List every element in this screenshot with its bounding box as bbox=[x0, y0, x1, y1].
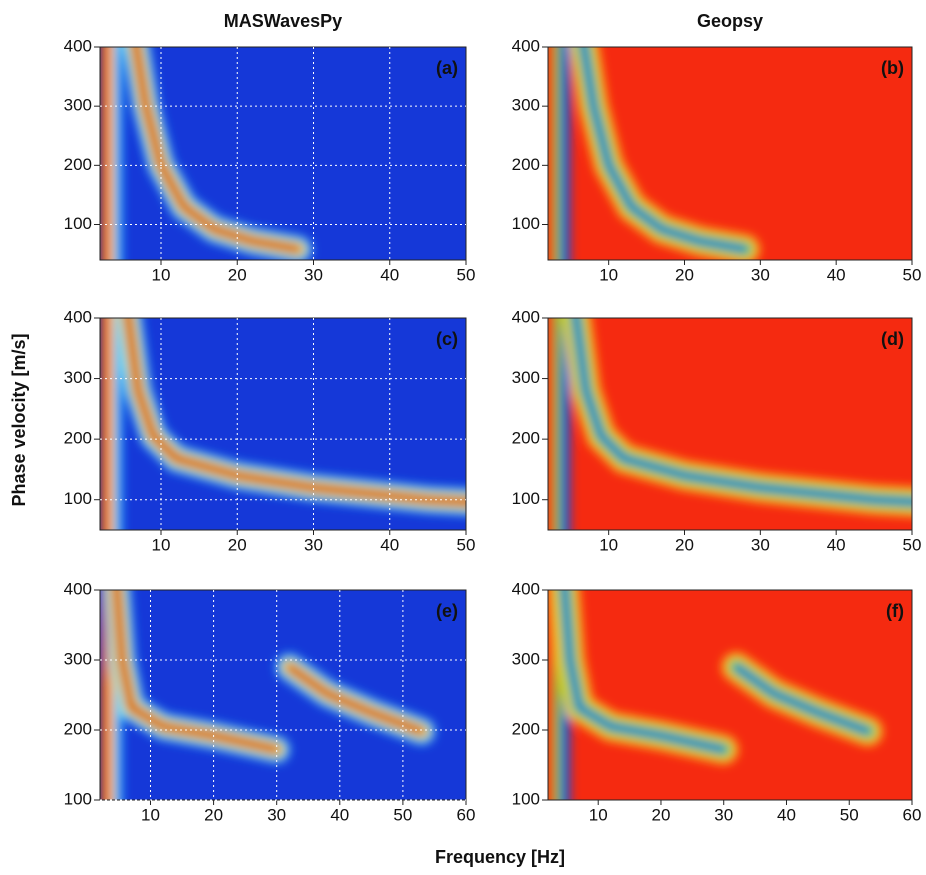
y-tick-label: 300 bbox=[64, 368, 92, 387]
y-tick-label: 400 bbox=[512, 36, 540, 55]
x-tick-label: 30 bbox=[304, 535, 323, 554]
column-title: Geopsy bbox=[697, 11, 763, 31]
y-tick-label: 100 bbox=[512, 489, 540, 508]
panel: 10 20 30 40 50 100 200 300 400 (d) bbox=[512, 306, 926, 555]
panel-label: (c) bbox=[436, 329, 458, 349]
x-tick-label: 30 bbox=[751, 535, 770, 554]
y-tick-label: 300 bbox=[512, 368, 540, 387]
y-tick-label: 200 bbox=[512, 429, 540, 448]
panel-label: (e) bbox=[436, 601, 458, 621]
heatmap-band bbox=[548, 308, 556, 540]
x-tick-label: 10 bbox=[599, 535, 618, 554]
y-tick-label: 100 bbox=[512, 214, 540, 233]
heatmap-image bbox=[548, 35, 912, 270]
y-tick-label: 400 bbox=[64, 307, 92, 326]
y-tick-label: 400 bbox=[64, 36, 92, 55]
panel-label: (a) bbox=[436, 58, 458, 78]
x-tick-label: 30 bbox=[304, 265, 323, 284]
x-tick-label: 50 bbox=[393, 805, 412, 824]
x-tick-label: 40 bbox=[827, 265, 846, 284]
x-tick-label: 20 bbox=[675, 535, 694, 554]
x-axis-label: Frequency [Hz] bbox=[435, 847, 565, 867]
x-tick-label: 10 bbox=[152, 265, 171, 284]
heatmap-band bbox=[107, 308, 115, 540]
x-tick-label: 40 bbox=[777, 805, 796, 824]
heatmap-image bbox=[100, 306, 481, 540]
y-tick-label: 200 bbox=[512, 719, 540, 738]
y-tick-label: 400 bbox=[64, 579, 92, 598]
panel: 10 20 30 40 50 100 200 300 400 (a) bbox=[64, 35, 476, 284]
x-tick-label: 50 bbox=[903, 535, 922, 554]
y-tick-label: 200 bbox=[512, 155, 540, 174]
heatmap-image bbox=[100, 576, 466, 810]
y-tick-label: 100 bbox=[64, 789, 92, 808]
panel-label: (d) bbox=[881, 329, 904, 349]
y-tick-label: 300 bbox=[512, 649, 540, 668]
heatmap-band bbox=[555, 37, 563, 270]
panel-label: (f) bbox=[886, 601, 904, 621]
heatmap-band bbox=[114, 37, 122, 270]
x-tick-label: 50 bbox=[903, 265, 922, 284]
x-tick-label: 20 bbox=[675, 265, 694, 284]
panel: 10 20 30 40 50 60 100 200 300 400 (f) bbox=[512, 576, 922, 824]
heatmap-image bbox=[100, 35, 466, 270]
y-tick-label: 200 bbox=[64, 429, 92, 448]
x-tick-label: 30 bbox=[714, 805, 733, 824]
x-tick-label: 50 bbox=[457, 535, 476, 554]
heatmap-band bbox=[100, 308, 108, 540]
x-tick-label: 40 bbox=[330, 805, 349, 824]
heatmap-image bbox=[548, 306, 926, 540]
x-tick-label: 20 bbox=[228, 535, 247, 554]
heatmap-image bbox=[548, 576, 912, 810]
column-title: MASWavesPy bbox=[224, 11, 342, 31]
panel: 10 20 30 40 50 60 100 200 300 400 (e) bbox=[64, 576, 476, 824]
heatmap-band bbox=[100, 37, 108, 270]
y-tick-label: 100 bbox=[64, 489, 92, 508]
y-tick-label: 300 bbox=[64, 649, 92, 668]
x-tick-label: 60 bbox=[903, 805, 922, 824]
x-tick-label: 10 bbox=[589, 805, 608, 824]
heatmap-band bbox=[562, 37, 570, 270]
heatmap-background bbox=[100, 590, 466, 800]
panel: 10 20 30 40 50 100 200 300 400 (b) bbox=[512, 35, 922, 284]
x-tick-label: 40 bbox=[380, 535, 399, 554]
x-tick-label: 60 bbox=[457, 805, 476, 824]
y-tick-label: 100 bbox=[512, 789, 540, 808]
x-tick-label: 30 bbox=[751, 265, 770, 284]
x-tick-label: 20 bbox=[204, 805, 223, 824]
y-tick-label: 400 bbox=[512, 579, 540, 598]
y-axis-label: Phase velocity [m/s] bbox=[9, 333, 29, 506]
x-tick-label: 50 bbox=[840, 805, 859, 824]
heatmap-band bbox=[107, 37, 115, 270]
y-tick-label: 200 bbox=[64, 155, 92, 174]
y-tick-label: 400 bbox=[512, 307, 540, 326]
x-tick-label: 50 bbox=[457, 265, 476, 284]
heatmap-band bbox=[555, 308, 563, 540]
x-tick-label: 10 bbox=[152, 535, 171, 554]
heatmap-background bbox=[548, 590, 912, 800]
y-tick-label: 300 bbox=[64, 96, 92, 115]
x-tick-label: 40 bbox=[827, 535, 846, 554]
x-tick-label: 40 bbox=[380, 265, 399, 284]
x-tick-label: 10 bbox=[141, 805, 160, 824]
y-tick-label: 100 bbox=[64, 214, 92, 233]
x-tick-label: 20 bbox=[228, 265, 247, 284]
x-tick-label: 30 bbox=[267, 805, 286, 824]
y-tick-label: 300 bbox=[512, 96, 540, 115]
x-tick-label: 10 bbox=[599, 265, 618, 284]
panel: 10 20 30 40 50 100 200 300 400 (c) bbox=[64, 306, 482, 555]
x-tick-label: 20 bbox=[652, 805, 671, 824]
heatmap-band bbox=[548, 37, 556, 270]
y-tick-label: 200 bbox=[64, 719, 92, 738]
panel-label: (b) bbox=[881, 58, 904, 78]
